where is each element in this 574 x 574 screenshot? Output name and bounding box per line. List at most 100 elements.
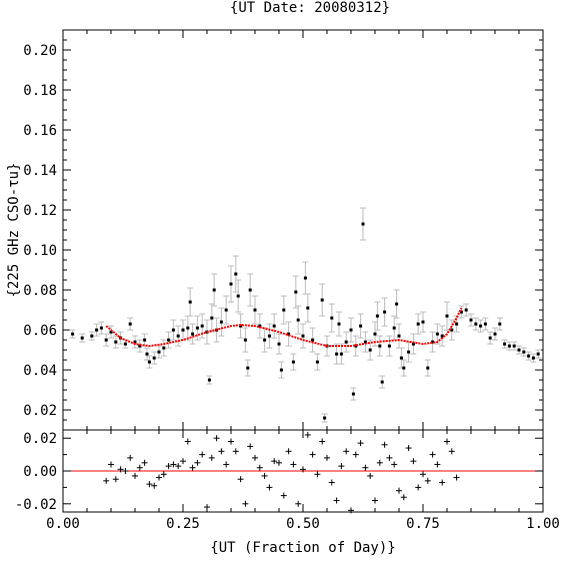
data-point [152,356,156,360]
data-point [351,392,355,396]
residual-y-tick-label: -0.02 [15,497,57,513]
y-tick-label: 0.04 [23,363,57,379]
data-point [375,314,379,318]
data-point [474,322,478,326]
residual-point [362,464,369,471]
data-point [109,330,113,334]
data-point [323,416,327,420]
data-point [279,368,283,372]
data-point [363,340,367,344]
residual-point [420,471,426,478]
residual-point [213,435,220,442]
data-point [263,338,267,342]
data-point [212,288,216,292]
residual-point [160,471,167,478]
data-point [315,360,319,364]
residual-point [429,451,436,458]
data-point [311,338,315,342]
residual-point [376,459,383,466]
residual-point [252,454,258,461]
data-point [171,328,175,332]
residual-point [372,497,378,504]
data-point [488,336,492,340]
residual-point [256,464,263,471]
data-point [387,344,391,348]
data-point [248,288,252,292]
data-point [157,350,161,354]
y-tick-label: 0.16 [23,123,57,139]
residual-point [338,463,345,470]
residual-point [156,474,162,481]
data-point [531,356,535,360]
data-point [455,322,459,326]
x-tick-label: 1.00 [526,516,560,532]
residual-point [247,443,254,450]
residual-points [103,431,460,514]
residual-point [324,454,330,461]
residual-point [348,507,354,514]
data-point [267,334,271,338]
residual-point [400,494,407,501]
data-point [210,316,214,320]
data-point [123,342,127,346]
residual-point [141,459,148,466]
residual-point [453,474,460,481]
data-point [354,344,358,348]
data-point [411,342,415,346]
x-tick-label: 0.00 [46,516,80,532]
residual-point [242,500,249,507]
data-point [395,302,399,306]
data-point [507,344,511,348]
data-point [459,310,463,314]
residual-point [232,448,239,455]
residual-point [266,484,273,491]
data-point [392,326,396,330]
y-tick-label: 0.10 [23,243,57,259]
residual-point [367,472,374,479]
residual-point [439,479,446,486]
data-point [296,318,300,322]
data-point [383,310,387,314]
y-tick-label: 0.08 [23,283,57,299]
data-point [287,332,291,336]
data-point [186,326,190,330]
data-point [330,316,334,320]
residual-point [381,441,388,448]
residual-point [444,438,450,445]
data-point [445,314,449,318]
main-y-tick-labels: 0.02 0.04 0.06 0.08 0.10 0.12 0.14 0.16 0.18 0.20 [23,43,57,419]
residual-point [117,466,124,473]
y-tick-label: 0.18 [23,83,57,99]
data-point [229,282,233,286]
residual-point [151,482,158,489]
residual-point [352,451,359,458]
residual-point [165,463,172,470]
residual-point [122,468,129,474]
residual-point [184,438,191,445]
residual-point [396,487,402,494]
data-point [301,334,305,338]
error-bars [69,207,542,423]
residual-point [410,458,417,465]
data-point [243,338,247,342]
y-tick-label: 0.06 [23,323,57,339]
residual-point [223,461,230,468]
residual-point [180,458,186,465]
residual-point [333,497,340,504]
data-point [536,352,540,356]
residual-point [343,448,350,455]
residual-point [170,461,177,468]
data-point [522,350,526,354]
x-tick-label: 0.75 [406,516,440,532]
data-point [380,380,384,384]
residual-point [285,448,292,455]
data-point [426,366,430,370]
data-point [483,322,487,326]
data-point [258,324,262,328]
residual-point [309,451,316,458]
residual-y-tick-label: 0.00 [23,464,57,480]
data-point [399,356,403,360]
residual-point [391,461,398,468]
data-point [291,360,295,364]
